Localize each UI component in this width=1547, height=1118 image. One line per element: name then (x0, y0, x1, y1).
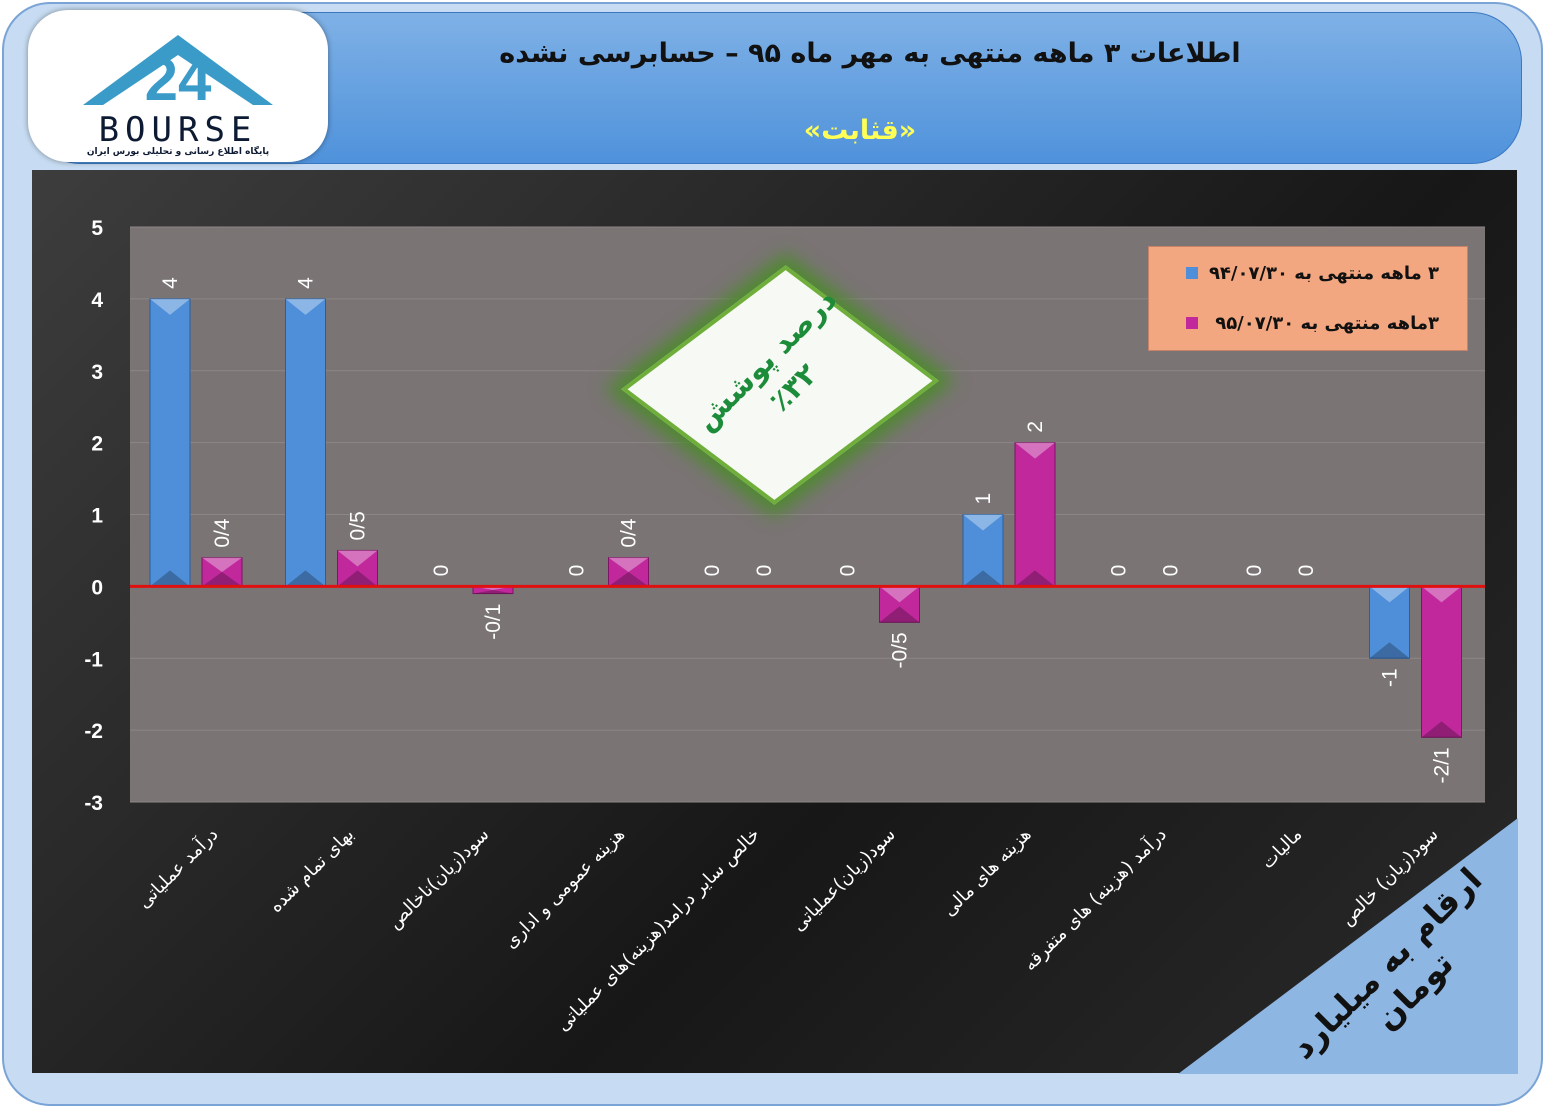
bar-bevel (608, 572, 649, 587)
page-title: اطلاعات ۳ ماهه منتهی به مهر ماه ۹۵ – حسا… (499, 38, 1241, 69)
data-label: 0/4 (211, 518, 234, 548)
bar-bevel (879, 606, 920, 623)
bar-bevel (1015, 442, 1055, 459)
bar-bevel (150, 570, 190, 587)
y-tick-label: -1 (84, 648, 103, 671)
legend-swatch-series-2 (1186, 317, 1198, 329)
bar-series-1 (149, 298, 191, 587)
bar-bevel (1369, 586, 1410, 603)
bar-bevel (150, 298, 190, 315)
bar-bevel (1421, 586, 1462, 603)
legend: ۳ ماهه منتهی به ۹۴/۰۷/۳۰ ۳ماهه منتهی به … (1148, 246, 1468, 351)
bar-bevel (1369, 642, 1410, 659)
legend-label-series-2: ۳ماهه منتهی به ۹۵/۰۷/۳۰ (1215, 313, 1439, 334)
bar-bevel (337, 570, 378, 587)
data-label: 4 (159, 277, 182, 289)
y-tick-label: 2 (91, 433, 103, 456)
logo-text: BOURSE (98, 110, 258, 150)
bar (149, 298, 191, 587)
logo-number: 24 (145, 46, 212, 113)
bar-bevel (1421, 721, 1462, 738)
bar (608, 557, 649, 587)
data-label: 1 (972, 493, 995, 505)
y-tick-label: 4 (91, 289, 103, 312)
bar (879, 585, 920, 623)
bar-bevel (473, 589, 513, 594)
bar-bevel (963, 570, 1003, 587)
bar-series-2 (608, 557, 649, 587)
y-tick-label: 3 (91, 361, 103, 384)
data-label: -2/1 (1431, 747, 1454, 783)
bar-bevel (1015, 570, 1055, 587)
data-label: 0 (753, 565, 776, 577)
data-label: -0/5 (889, 632, 912, 668)
bar (1014, 442, 1056, 587)
data-label: -1 (1379, 668, 1402, 687)
logo-subtitle: پایگاه اطلاع رسانی و تحلیلی بورس ایران (86, 147, 270, 157)
y-tick-label: 1 (91, 505, 103, 528)
bar-bevel (963, 514, 1003, 531)
bar (285, 298, 326, 587)
data-label: 0 (1295, 565, 1318, 577)
bar-bevel (285, 298, 326, 315)
data-label: 4 (295, 277, 318, 289)
bar-series-1 (285, 298, 326, 587)
data-label: 2 (1024, 421, 1047, 433)
data-label: 0 (1108, 565, 1131, 577)
logo: 24 BOURSE پایگاه اطلاع رسانی و تحلیلی بو… (28, 10, 328, 162)
data-label: 0 (566, 565, 589, 577)
bar-series-2 (337, 549, 378, 587)
bar-bevel (285, 570, 326, 587)
data-label: 0 (430, 565, 453, 577)
bar (201, 557, 243, 587)
bar-series-1 (962, 514, 1004, 587)
y-tick-label: -3 (84, 792, 103, 815)
data-label: 0 (1243, 565, 1266, 577)
data-label: 0 (837, 565, 860, 577)
bar-series-2 (1014, 442, 1056, 587)
y-tick-label: 0 (91, 576, 103, 599)
legend-swatch-series-1 (1186, 267, 1198, 279)
data-label: 0 (1160, 565, 1183, 577)
logo-mark-icon: 24 (83, 35, 273, 113)
bar-bevel (202, 557, 242, 572)
bar (337, 549, 378, 587)
data-label: 0/4 (618, 518, 641, 548)
bar-series-2 (201, 557, 243, 587)
bar-bevel (879, 586, 920, 603)
data-label: 0/5 (347, 511, 370, 540)
bar-bevel (608, 557, 649, 572)
legend-label-series-1: ۳ ماهه منتهی به ۹۴/۰۷/۳۰ (1208, 263, 1439, 284)
bar-bevel (202, 572, 242, 587)
data-label: 0 (701, 565, 724, 577)
page-subtitle: «قثابت» (803, 115, 917, 146)
y-tick-label: -2 (84, 720, 103, 743)
bar (1421, 585, 1462, 738)
bar-series-2 (879, 585, 920, 623)
bar-series-2 (1421, 585, 1462, 738)
bar (962, 514, 1004, 587)
data-label: -0/1 (482, 604, 505, 640)
bar-series-1 (1369, 585, 1410, 659)
y-tick-label: 5 (91, 217, 103, 240)
bar-bevel (337, 550, 378, 567)
